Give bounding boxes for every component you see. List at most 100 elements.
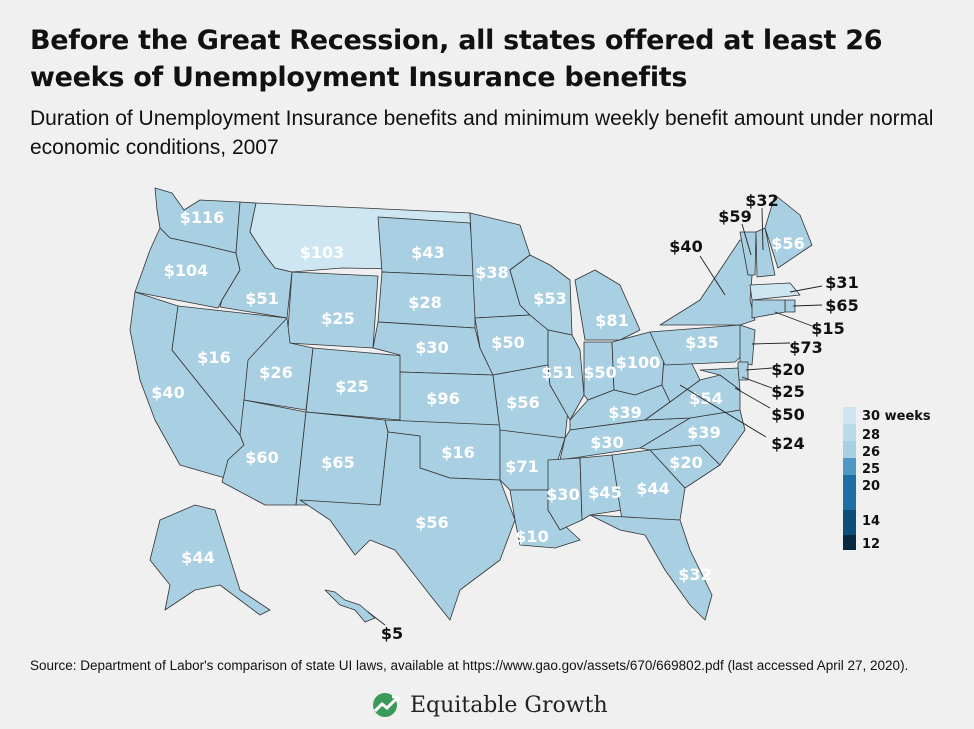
leader-line-hawaii <box>367 611 386 626</box>
state-label-alaska: $44 <box>181 548 214 567</box>
legend-label-: 28 <box>862 428 880 443</box>
state-hawaii <box>324 589 376 623</box>
state-label-connecticut: $15 <box>811 319 844 338</box>
state-label-vermont: $59 <box>718 207 751 226</box>
state-label-missouri: $56 <box>506 393 539 412</box>
state-label-north-dakota: $43 <box>411 243 444 262</box>
state-new-hampshire <box>755 227 776 278</box>
state-label-district-of-columbia: $50 <box>771 405 804 424</box>
state-label-montana: $103 <box>300 243 345 262</box>
leader-line-maryland <box>741 376 773 389</box>
state-label-arkansas: $71 <box>505 457 538 476</box>
legend-label--weeks: 30 weeks <box>862 409 931 424</box>
state-label-delaware: $20 <box>771 360 804 379</box>
leader-line-new-york <box>699 255 726 296</box>
state-label-pennsylvania: $35 <box>685 333 718 352</box>
state-massachusetts <box>749 282 801 301</box>
leader-line-connecticut <box>774 311 813 327</box>
state-alaska <box>149 504 271 616</box>
state-label-kansas: $96 <box>426 389 459 408</box>
brand-name: Equitable Growth <box>410 692 608 718</box>
state-label-kentucky: $39 <box>608 403 641 422</box>
state-label-nebraska: $30 <box>415 338 448 357</box>
state-label-massachusetts: $31 <box>825 273 858 292</box>
legend-label-: 20 <box>862 479 880 494</box>
state-label-alabama: $45 <box>588 483 621 502</box>
state-label-colorado: $25 <box>335 377 368 396</box>
legend-swatch- <box>843 441 856 458</box>
state-michigan <box>574 269 641 341</box>
state-label-south-dakota: $28 <box>408 293 441 312</box>
legend-swatch- <box>843 535 856 550</box>
state-label-michigan: $81 <box>595 311 628 330</box>
state-label-iowa: $50 <box>491 333 524 352</box>
leader-line-district-of-columbia <box>734 387 771 409</box>
legend-label-: 14 <box>862 514 880 529</box>
leader-line-new-jersey <box>751 342 791 345</box>
leader-line-vermont <box>741 223 752 256</box>
legend-swatch- <box>843 424 856 441</box>
state-texas <box>299 431 516 621</box>
state-label-minnesota: $38 <box>475 263 508 282</box>
state-label-nevada: $16 <box>197 348 230 367</box>
state-label-south-carolina: $20 <box>669 453 702 472</box>
state-alabama <box>579 454 623 521</box>
state-mississippi <box>547 457 583 531</box>
state-label-maine: $56 <box>771 234 804 253</box>
legend-swatch- <box>843 458 856 475</box>
state-label-mississippi: $30 <box>546 485 579 504</box>
state-label-maryland: $25 <box>771 382 804 401</box>
state-label-new-jersey: $73 <box>789 338 822 357</box>
state-label-arizona: $60 <box>245 448 278 467</box>
state-label-west-virginia: $24 <box>771 434 804 453</box>
legend: 30 weeks 28 26 25 20 14 12 <box>843 407 931 552</box>
leader-line-new-hampshire <box>761 207 764 251</box>
state-illinois <box>547 329 585 421</box>
chart-title: Before the Great Recession, all states o… <box>30 25 883 93</box>
state-label-rhode-island: $65 <box>825 296 858 315</box>
growth-logo-icon <box>373 693 400 717</box>
state-label-new-hampshire: $32 <box>745 191 778 210</box>
state-label-tennessee: $30 <box>590 433 623 452</box>
legend-swatch- <box>843 510 856 535</box>
legend-label-: 25 <box>862 462 880 477</box>
state-label-oregon: $104 <box>164 261 209 280</box>
state-label-virginia: $54 <box>689 389 722 408</box>
leader-line-delaware <box>745 367 773 371</box>
state-georgia <box>611 449 686 521</box>
state-label-hawaii: $5 <box>381 624 403 643</box>
source-note: Source: Department of Labor's comparison… <box>30 658 909 673</box>
state-label-florida: $32 <box>678 565 711 584</box>
state-new-jersey <box>739 324 756 366</box>
legend-label-: 12 <box>862 537 880 552</box>
state-label-louisiana: $10 <box>515 527 548 546</box>
state-shapes <box>129 187 813 623</box>
state-label-wyoming: $25 <box>321 309 354 328</box>
state-connecticut <box>751 299 786 319</box>
state-label-new-mexico: $65 <box>321 453 354 472</box>
leader-line-massachusetts <box>789 285 823 293</box>
state-labels: $116 $104 $40 $51 $16 $103 $25 $26 $60 $25 $65 $43 $… <box>151 191 858 643</box>
brand-logo: Equitable Growth <box>372 690 608 720</box>
leader-line-rhode-island <box>792 304 823 307</box>
state-label-oklahoma: $16 <box>441 443 474 462</box>
chart-subtitle: Duration of Unemployment Insurance benef… <box>30 107 934 159</box>
state-label-ohio: $100 <box>616 353 661 372</box>
legend-label-: 26 <box>862 445 880 460</box>
legend-swatch--weeks <box>843 407 856 424</box>
state-label-california: $40 <box>151 383 184 402</box>
state-label-north-carolina: $39 <box>687 423 720 442</box>
state-vermont <box>739 231 757 276</box>
state-label-indiana: $50 <box>583 363 616 382</box>
state-label-texas: $56 <box>415 513 448 532</box>
state-label-new-york: $40 <box>669 237 702 256</box>
legend-swatch- <box>843 475 856 510</box>
callout-leaders <box>367 207 823 626</box>
state-label-utah: $26 <box>259 363 292 382</box>
state-label-illinois: $51 <box>541 363 574 382</box>
leader-line-west-virginia <box>679 384 767 438</box>
state-florida <box>589 514 713 621</box>
state-maryland <box>699 367 741 391</box>
state-maine <box>764 194 813 269</box>
